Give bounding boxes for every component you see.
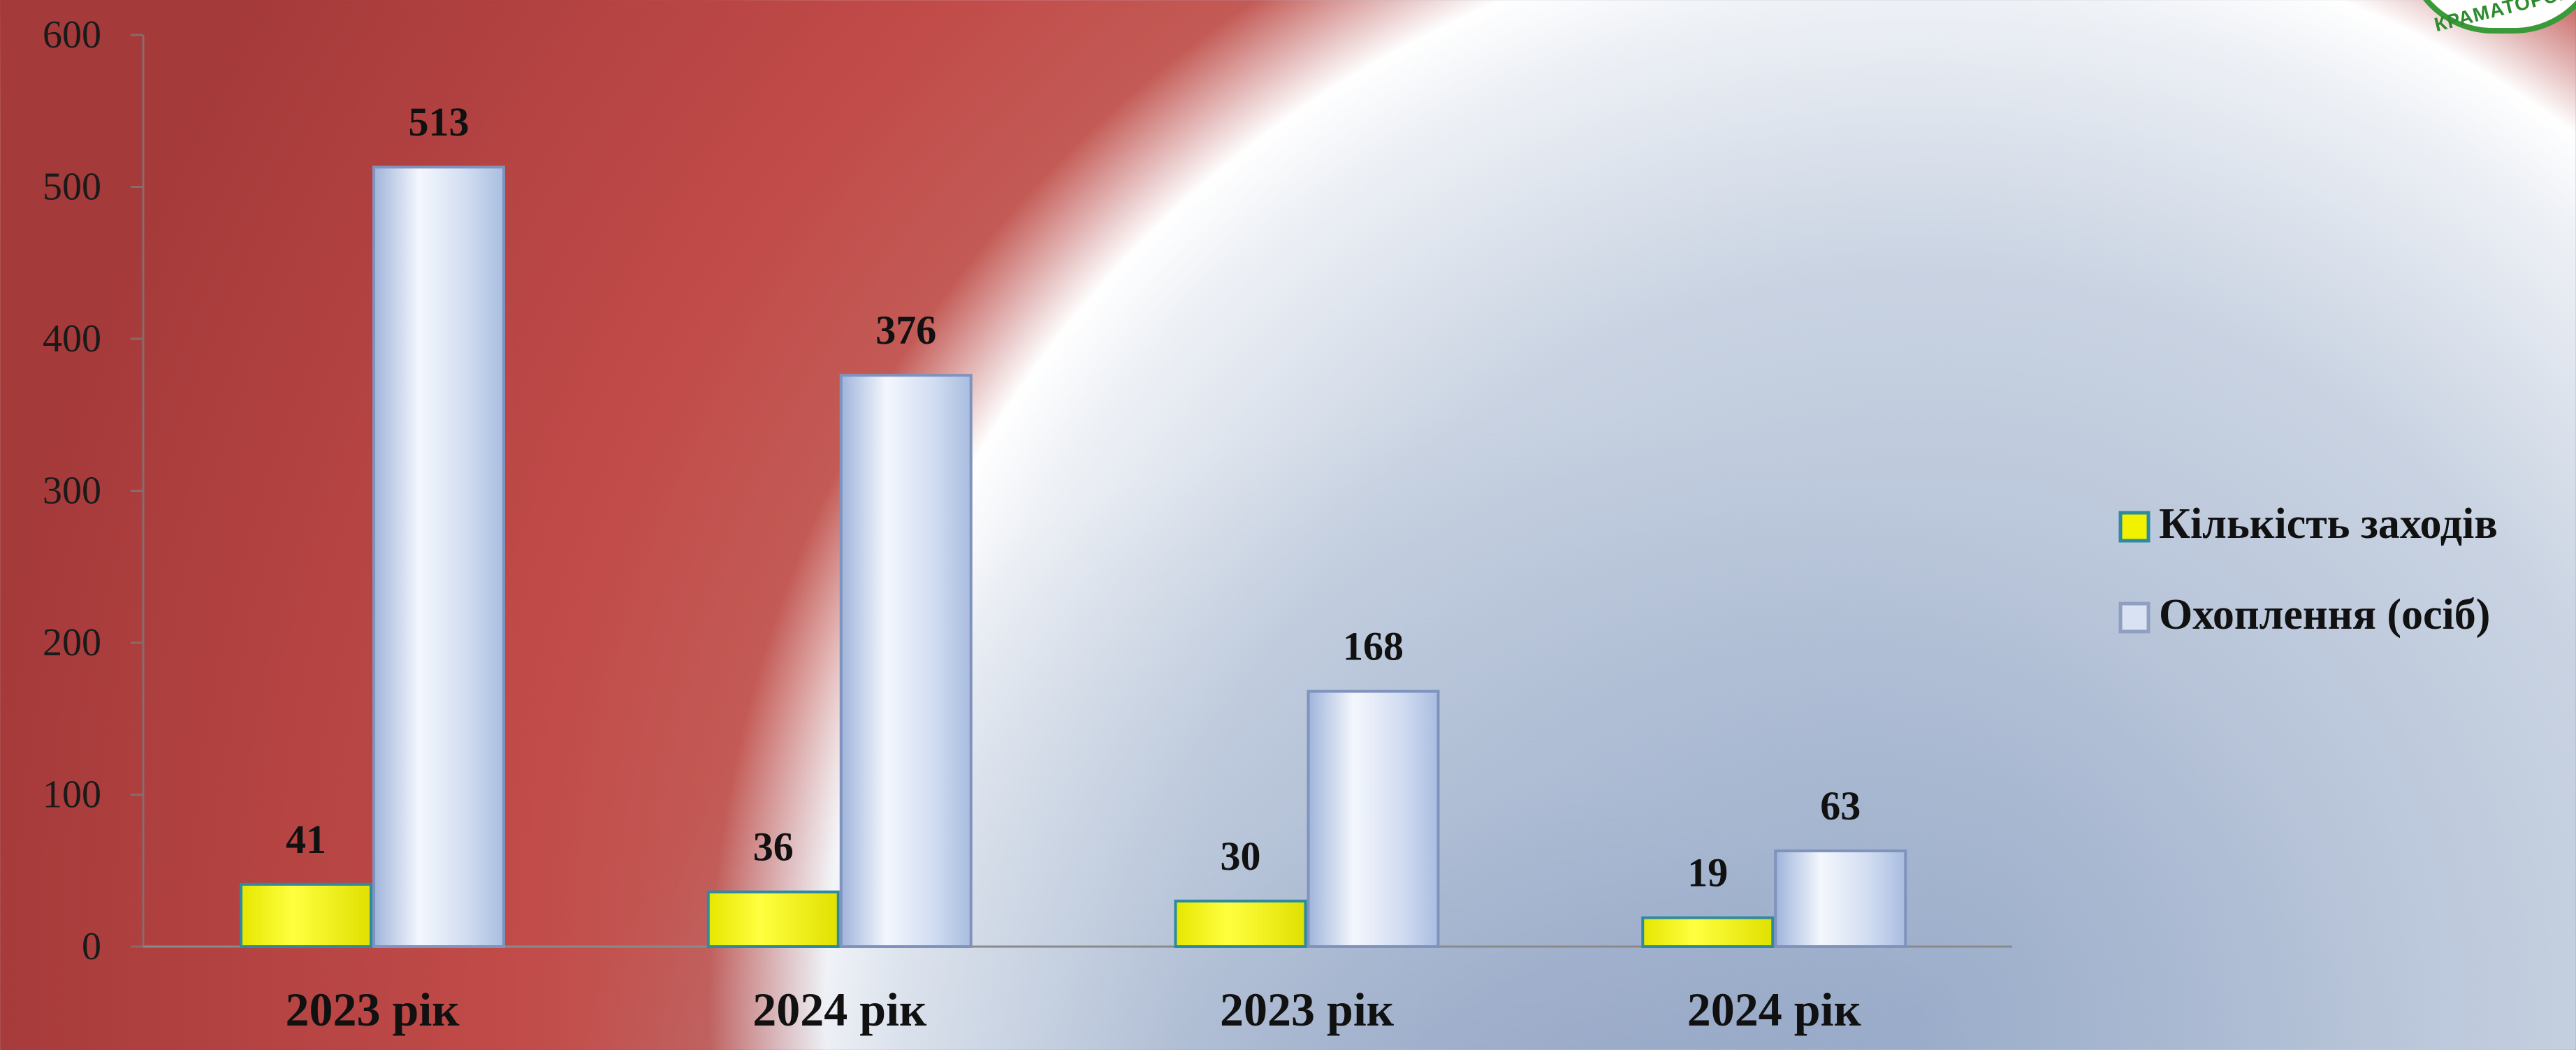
- bar-events: [706, 890, 840, 948]
- data-label: 41: [286, 817, 326, 862]
- data-label: 376: [875, 307, 936, 353]
- y-tick-label: 200: [43, 621, 101, 664]
- bar-coverage: [839, 374, 973, 948]
- bar-coverage: [372, 166, 505, 949]
- data-label: 63: [1820, 783, 1861, 829]
- bar-coverage: [1307, 690, 1440, 948]
- data-label: 36: [753, 824, 794, 870]
- y-tick-label: 400: [43, 317, 101, 360]
- y-tick-label: 0: [82, 925, 101, 968]
- y-tick-label: 300: [43, 469, 101, 513]
- bar-events: [1174, 899, 1307, 948]
- data-label: 513: [409, 99, 470, 145]
- legend-swatch-events: [2118, 511, 2151, 543]
- bar-events: [1641, 916, 1775, 949]
- x-tick-label: 2024 рік: [1687, 983, 1862, 1036]
- x-tick-label: 2023 рік: [1220, 983, 1395, 1036]
- y-tick-label: 600: [43, 13, 101, 57]
- bar-events: [240, 882, 372, 948]
- x-tick-label: 2024 рік: [752, 983, 927, 1036]
- x-tick-label: 2023 рік: [286, 983, 460, 1036]
- y-tick-label: 100: [43, 773, 101, 817]
- legend-label-events: Кількість заходів: [2159, 500, 2498, 548]
- bar-coverage: [1774, 849, 1907, 948]
- data-label: 168: [1343, 624, 1404, 669]
- data-label: 30: [1221, 833, 1261, 879]
- y-tick-label: 500: [43, 166, 101, 209]
- legend-label-coverage: Охоплення (осіб): [2159, 591, 2490, 639]
- legend-swatch-coverage: [2118, 601, 2151, 634]
- data-label: 19: [1687, 850, 1728, 896]
